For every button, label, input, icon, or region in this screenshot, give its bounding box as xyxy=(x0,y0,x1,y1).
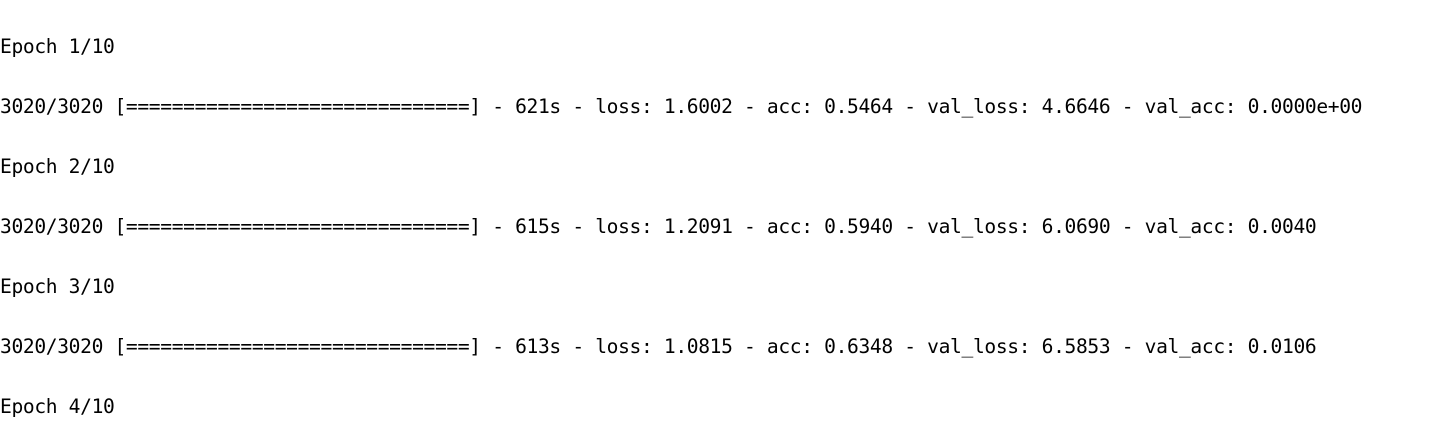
epoch-header-line: Epoch 3/10 xyxy=(0,275,115,298)
epoch-header-line: Epoch 2/10 xyxy=(0,155,115,178)
epoch-header-line: Epoch 1/10 xyxy=(0,35,115,58)
epoch-header-line: Epoch 4/10 xyxy=(0,395,115,418)
training-progress-line: 3020/3020 [=============================… xyxy=(0,95,1363,118)
training-progress-line: 3020/3020 [=============================… xyxy=(0,335,1317,358)
training-progress-line: 3020/3020 [=============================… xyxy=(0,215,1317,238)
